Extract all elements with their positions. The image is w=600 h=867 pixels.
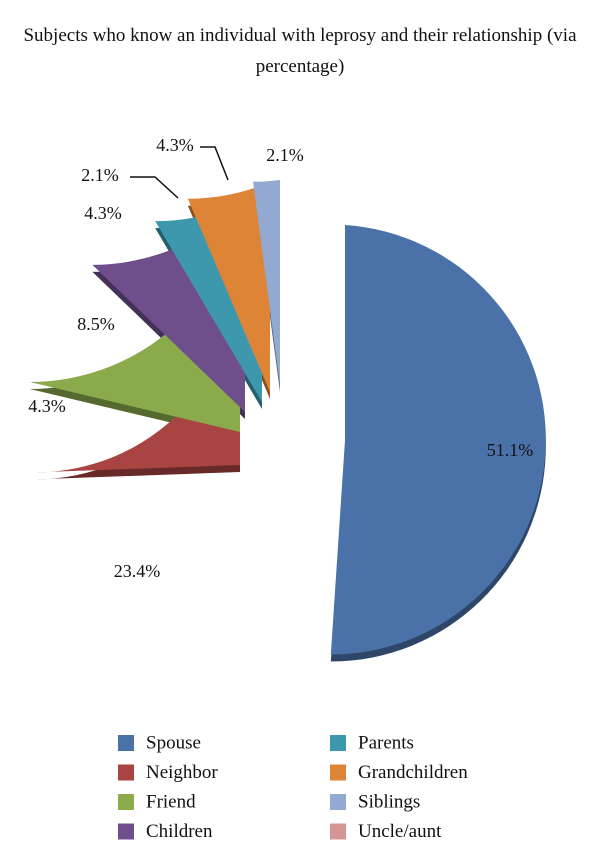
leader-line bbox=[200, 146, 229, 181]
legend-label: Neighbor bbox=[146, 762, 218, 783]
data-label: 8.5% bbox=[77, 314, 115, 334]
legend-label: Spouse bbox=[146, 732, 201, 753]
legend-swatch bbox=[330, 823, 346, 840]
legend-swatch bbox=[118, 794, 134, 810]
data-label: 51.1% bbox=[487, 440, 534, 460]
legend-label: Uncle/aunt bbox=[358, 821, 442, 842]
data-label: 2.1% bbox=[81, 165, 119, 185]
slice bbox=[29, 216, 241, 432]
leader-line bbox=[130, 176, 179, 199]
data-label: 2.1% bbox=[266, 145, 304, 165]
legend-label: Friend bbox=[146, 791, 196, 812]
legend-swatch bbox=[330, 764, 346, 781]
legend-swatch bbox=[118, 735, 134, 751]
data-label: 4.3% bbox=[84, 203, 122, 223]
legend-swatch bbox=[330, 735, 346, 751]
slice bbox=[253, 180, 280, 385]
slice bbox=[330, 225, 546, 655]
data-label: 23.4% bbox=[114, 561, 161, 581]
chart-title: Subjects who know an individual with lep… bbox=[23, 25, 577, 77]
pie bbox=[29, 180, 546, 662]
legend-swatch bbox=[118, 823, 134, 840]
legend-label: Children bbox=[146, 821, 213, 842]
data-label: 4.3% bbox=[156, 135, 194, 155]
legend-label: Grandchildren bbox=[358, 762, 468, 783]
legend-label: Siblings bbox=[358, 791, 420, 812]
data-label: 4.3% bbox=[28, 396, 66, 416]
legend-swatch bbox=[118, 764, 134, 781]
legend-label: Parents bbox=[358, 732, 414, 753]
slice bbox=[187, 182, 270, 392]
legend-swatch bbox=[330, 794, 346, 810]
